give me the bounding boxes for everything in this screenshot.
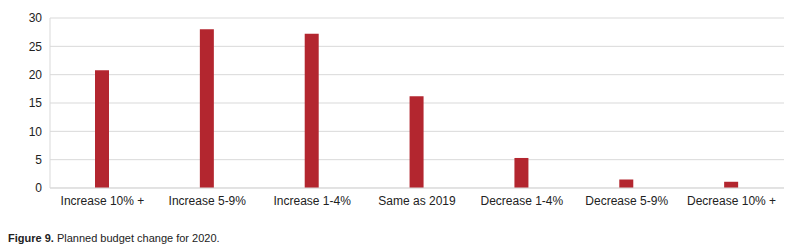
- svg-text:10: 10: [29, 125, 43, 139]
- svg-text:0: 0: [35, 181, 42, 195]
- svg-text:Decrease 1-4%: Decrease 1-4%: [480, 194, 563, 208]
- svg-text:25: 25: [29, 40, 43, 54]
- svg-text:Increase 5-9%: Increase 5-9%: [169, 194, 247, 208]
- svg-text:15: 15: [29, 96, 43, 110]
- svg-text:Increase 1-4%: Increase 1-4%: [273, 194, 351, 208]
- svg-text:30: 30: [29, 11, 43, 25]
- html-text:Figure 9. Planned budget chang: Figure 9. Planned budget change for 2020…: [8, 232, 220, 244]
- svg-text:20: 20: [29, 68, 43, 82]
- svg-text:Increase 10% +: Increase 10% +: [61, 194, 145, 208]
- svg-text:5: 5: [35, 153, 42, 167]
- svg-text:Decrease 5-9%: Decrease 5-9%: [585, 194, 668, 208]
- svg-text:Same as 2019: Same as 2019: [378, 194, 456, 208]
- svg-text:Decrease 10% +: Decrease 10% +: [687, 194, 776, 208]
